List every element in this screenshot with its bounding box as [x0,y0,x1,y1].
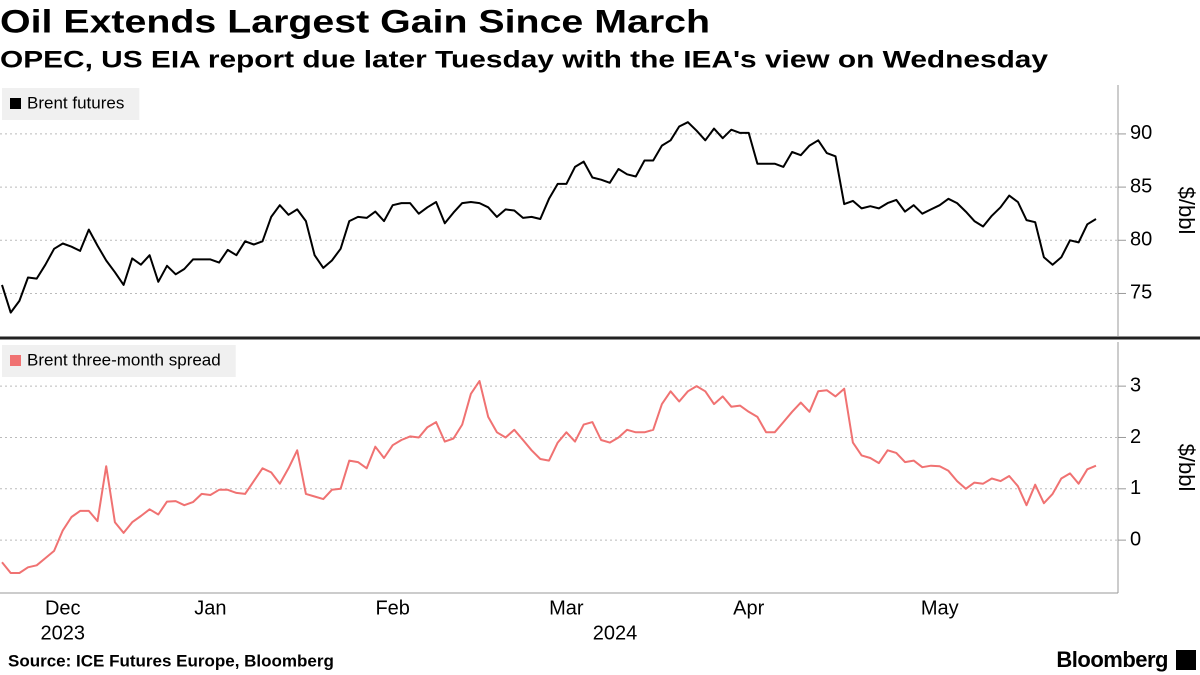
y-tick-label: 75 [1130,282,1152,304]
series-line [1,121,1097,314]
y-tick-label: 80 [1130,229,1152,251]
brand: Bloomberg [1056,647,1168,672]
x-year-label: 2024 [593,622,638,644]
source: Source: ICE Futures Europe, Bloomberg [8,651,334,670]
legend-bg [2,345,236,377]
x-tick-label: Apr [733,597,764,619]
y-tick-label: 85 [1130,175,1152,197]
y-axis-label: $/bbl [1174,444,1199,492]
series-line [1,380,1097,574]
x-tick-label: Mar [549,597,584,619]
x-tick-label: Dec [45,597,81,619]
y-tick-label: 0 [1130,528,1141,550]
legend-bg [2,88,140,120]
y-tick-label: 3 [1130,374,1141,396]
y-tick-label: 2 [1130,426,1141,448]
chart-title: Oil Extends Largest Gain Since March [0,3,710,39]
y-tick-label: 90 [1130,122,1152,144]
x-tick-label: Jan [194,597,226,619]
legend-label: Brent futures [27,93,124,112]
x-tick-label: May [921,597,959,619]
legend-label: Brent three-month spread [27,350,221,369]
y-tick-label: 1 [1130,477,1141,499]
x-year-label: 2023 [41,622,86,644]
legend-swatch [10,355,21,366]
brand-icon [1176,650,1196,670]
x-tick-label: Feb [375,597,409,619]
chart-subtitle: OPEC, US EIA report due later Tuesday wi… [0,46,1049,73]
y-axis-label: $/bbl [1174,187,1199,235]
legend-swatch [10,98,21,109]
